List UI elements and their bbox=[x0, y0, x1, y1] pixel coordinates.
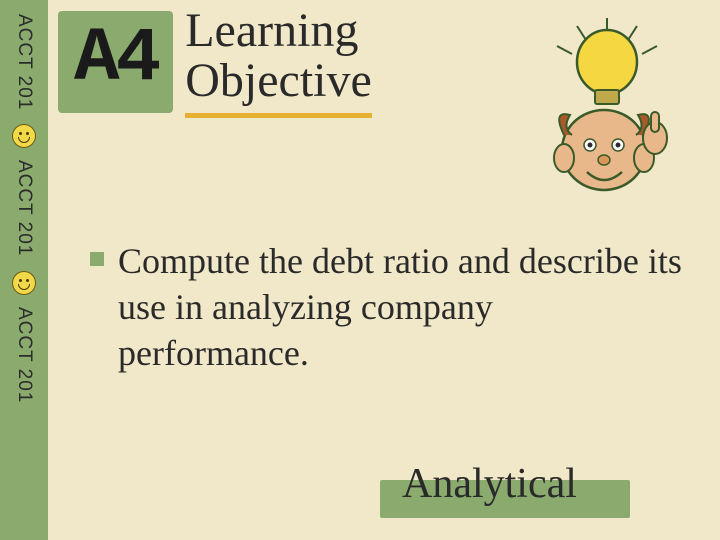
smiley-icon bbox=[12, 124, 36, 148]
header: A4 Learning Objective bbox=[58, 6, 372, 118]
bullet-list: Compute the debt ratio and describe its … bbox=[90, 238, 690, 376]
sidebar-label-2: ACCT 201 bbox=[13, 160, 35, 256]
smiley-icon bbox=[12, 271, 36, 295]
analytical-label: Analytical bbox=[380, 460, 577, 508]
bullet-item: Compute the debt ratio and describe its … bbox=[90, 238, 690, 376]
sidebar-label-1: ACCT 201 bbox=[13, 14, 35, 110]
sidebar-label-3: ACCT 201 bbox=[13, 307, 35, 403]
analytical-badge: Analytical bbox=[380, 460, 577, 508]
bullet-text: Compute the debt ratio and describe its … bbox=[118, 238, 690, 376]
title-block: Learning Objective bbox=[185, 6, 372, 118]
bullet-marker-icon bbox=[90, 252, 104, 266]
sidebar: ACCT 201 ACCT 201 ACCT 201 bbox=[0, 0, 48, 540]
page-title: Learning Objective bbox=[185, 6, 372, 118]
lightbulb-character-icon bbox=[522, 10, 692, 200]
section-badge: A4 bbox=[58, 11, 173, 113]
